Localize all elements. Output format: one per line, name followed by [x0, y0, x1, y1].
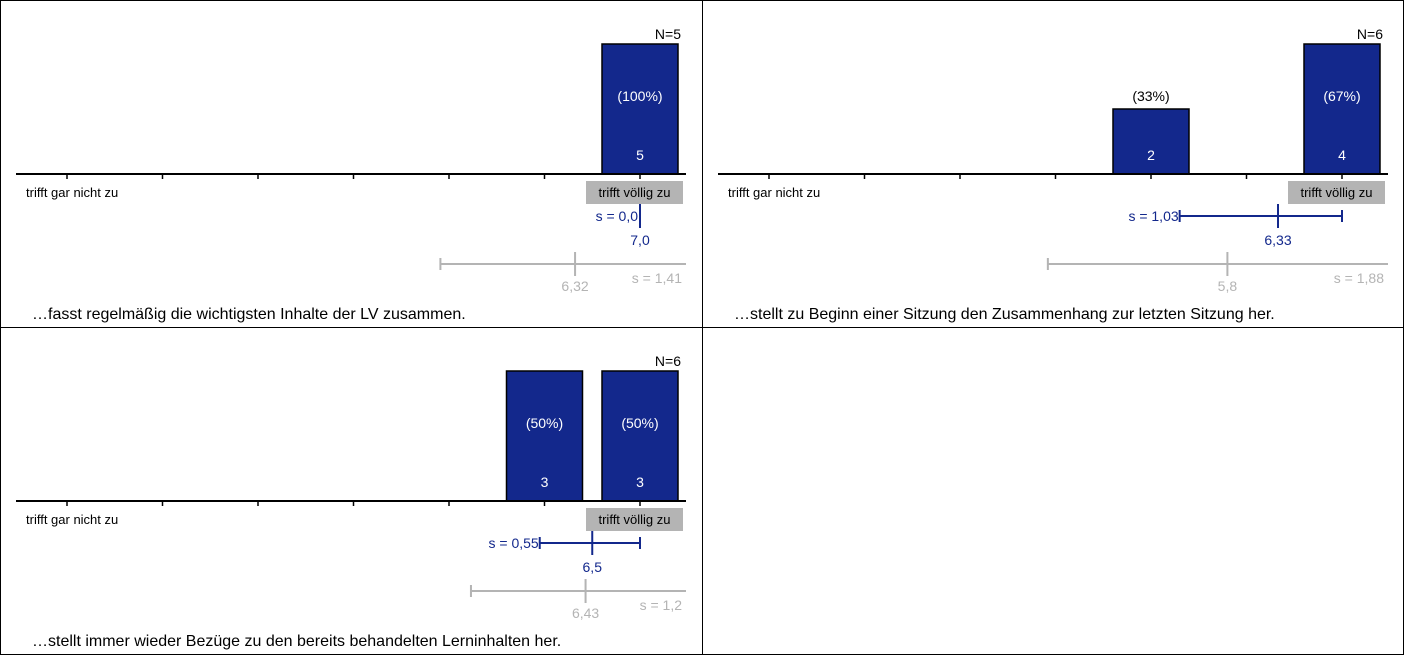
statement-1: …fasst regelmäßig die wichtigsten Inhalt… [32, 306, 466, 323]
bar-count-label-7: 5 [636, 147, 644, 163]
scale-right-label-bg [1288, 181, 1385, 204]
bar-percent-label-7: (50%) [621, 415, 658, 431]
scale-right-label: trifft völlig zu [1300, 185, 1372, 200]
scale-right-label-bg [586, 508, 683, 531]
bar-percent-label-7: (67%) [1323, 88, 1360, 104]
scale-right-label: trifft völlig zu [598, 185, 670, 200]
sd-label: s = 0,55 [489, 535, 539, 551]
bar-count-label-6: 3 [541, 474, 549, 490]
bar-7 [601, 370, 679, 502]
statement-2: …stellt zu Beginn einer Sitzung den Zusa… [734, 306, 1275, 323]
scale-left-label: trifft gar nicht zu [26, 512, 118, 527]
n-label: N=5 [655, 26, 681, 42]
bar-count-label-7: 4 [1338, 147, 1346, 163]
bar-percent-label-5: (33%) [1132, 88, 1169, 104]
ref-sd-label: s = 1,41 [632, 270, 682, 286]
sd-label: s = 0,0 [596, 208, 639, 224]
ref-sd-label: s = 1,88 [1334, 270, 1384, 286]
bar-5 [1112, 108, 1190, 175]
scale-right-label-bg [586, 181, 683, 204]
bar-7 [1303, 43, 1381, 175]
sd-label: s = 1,03 [1128, 208, 1178, 224]
n-label: N=6 [1357, 26, 1383, 42]
chart-panel-3: N=6 (50%) 3 (50%) 3 trifft gar nicht zu trifft… [0, 327, 702, 655]
chart-panel-1: N=5 (100%) 5 trifft gar nicht zu trifft völl… [0, 0, 702, 327]
ref-mean-label: 6,32 [561, 278, 588, 294]
ref-mean-label: 6,43 [572, 605, 599, 621]
scale-right-label: trifft völlig zu [598, 512, 670, 527]
mean-label: 6,5 [583, 559, 603, 575]
chart-panel-2: N=6 (33%) 2 (67%) 4 trifft gar nicht zu trifft… [702, 0, 1404, 327]
bar-percent-label-6: (50%) [526, 415, 563, 431]
n-label: N=6 [655, 353, 681, 369]
bar-7 [601, 43, 679, 175]
statement-3: …stellt immer wieder Bezüge zu den berei… [32, 633, 562, 650]
chart-3-svg: N=6 (50%) 3 (50%) 3 trifft gar nicht zu trifft… [16, 353, 686, 621]
mean-label: 7,0 [630, 232, 650, 248]
mean-label: 6,33 [1264, 232, 1291, 248]
chart-2-svg: N=6 (33%) 2 (67%) 4 trifft gar nicht zu trifft… [718, 26, 1388, 294]
bar-count-label-7: 3 [636, 474, 644, 490]
scale-left-label: trifft gar nicht zu [728, 185, 820, 200]
bar-6 [505, 370, 584, 502]
scale-left-label: trifft gar nicht zu [26, 185, 118, 200]
ref-sd-label: s = 1,2 [640, 597, 683, 613]
ref-mean-label: 5,8 [1218, 278, 1238, 294]
chart-1-svg: N=5 (100%) 5 trifft gar nicht zu trifft völl… [16, 26, 686, 294]
bar-count-label-5: 2 [1147, 147, 1155, 163]
bar-percent-label-7: (100%) [617, 88, 662, 104]
